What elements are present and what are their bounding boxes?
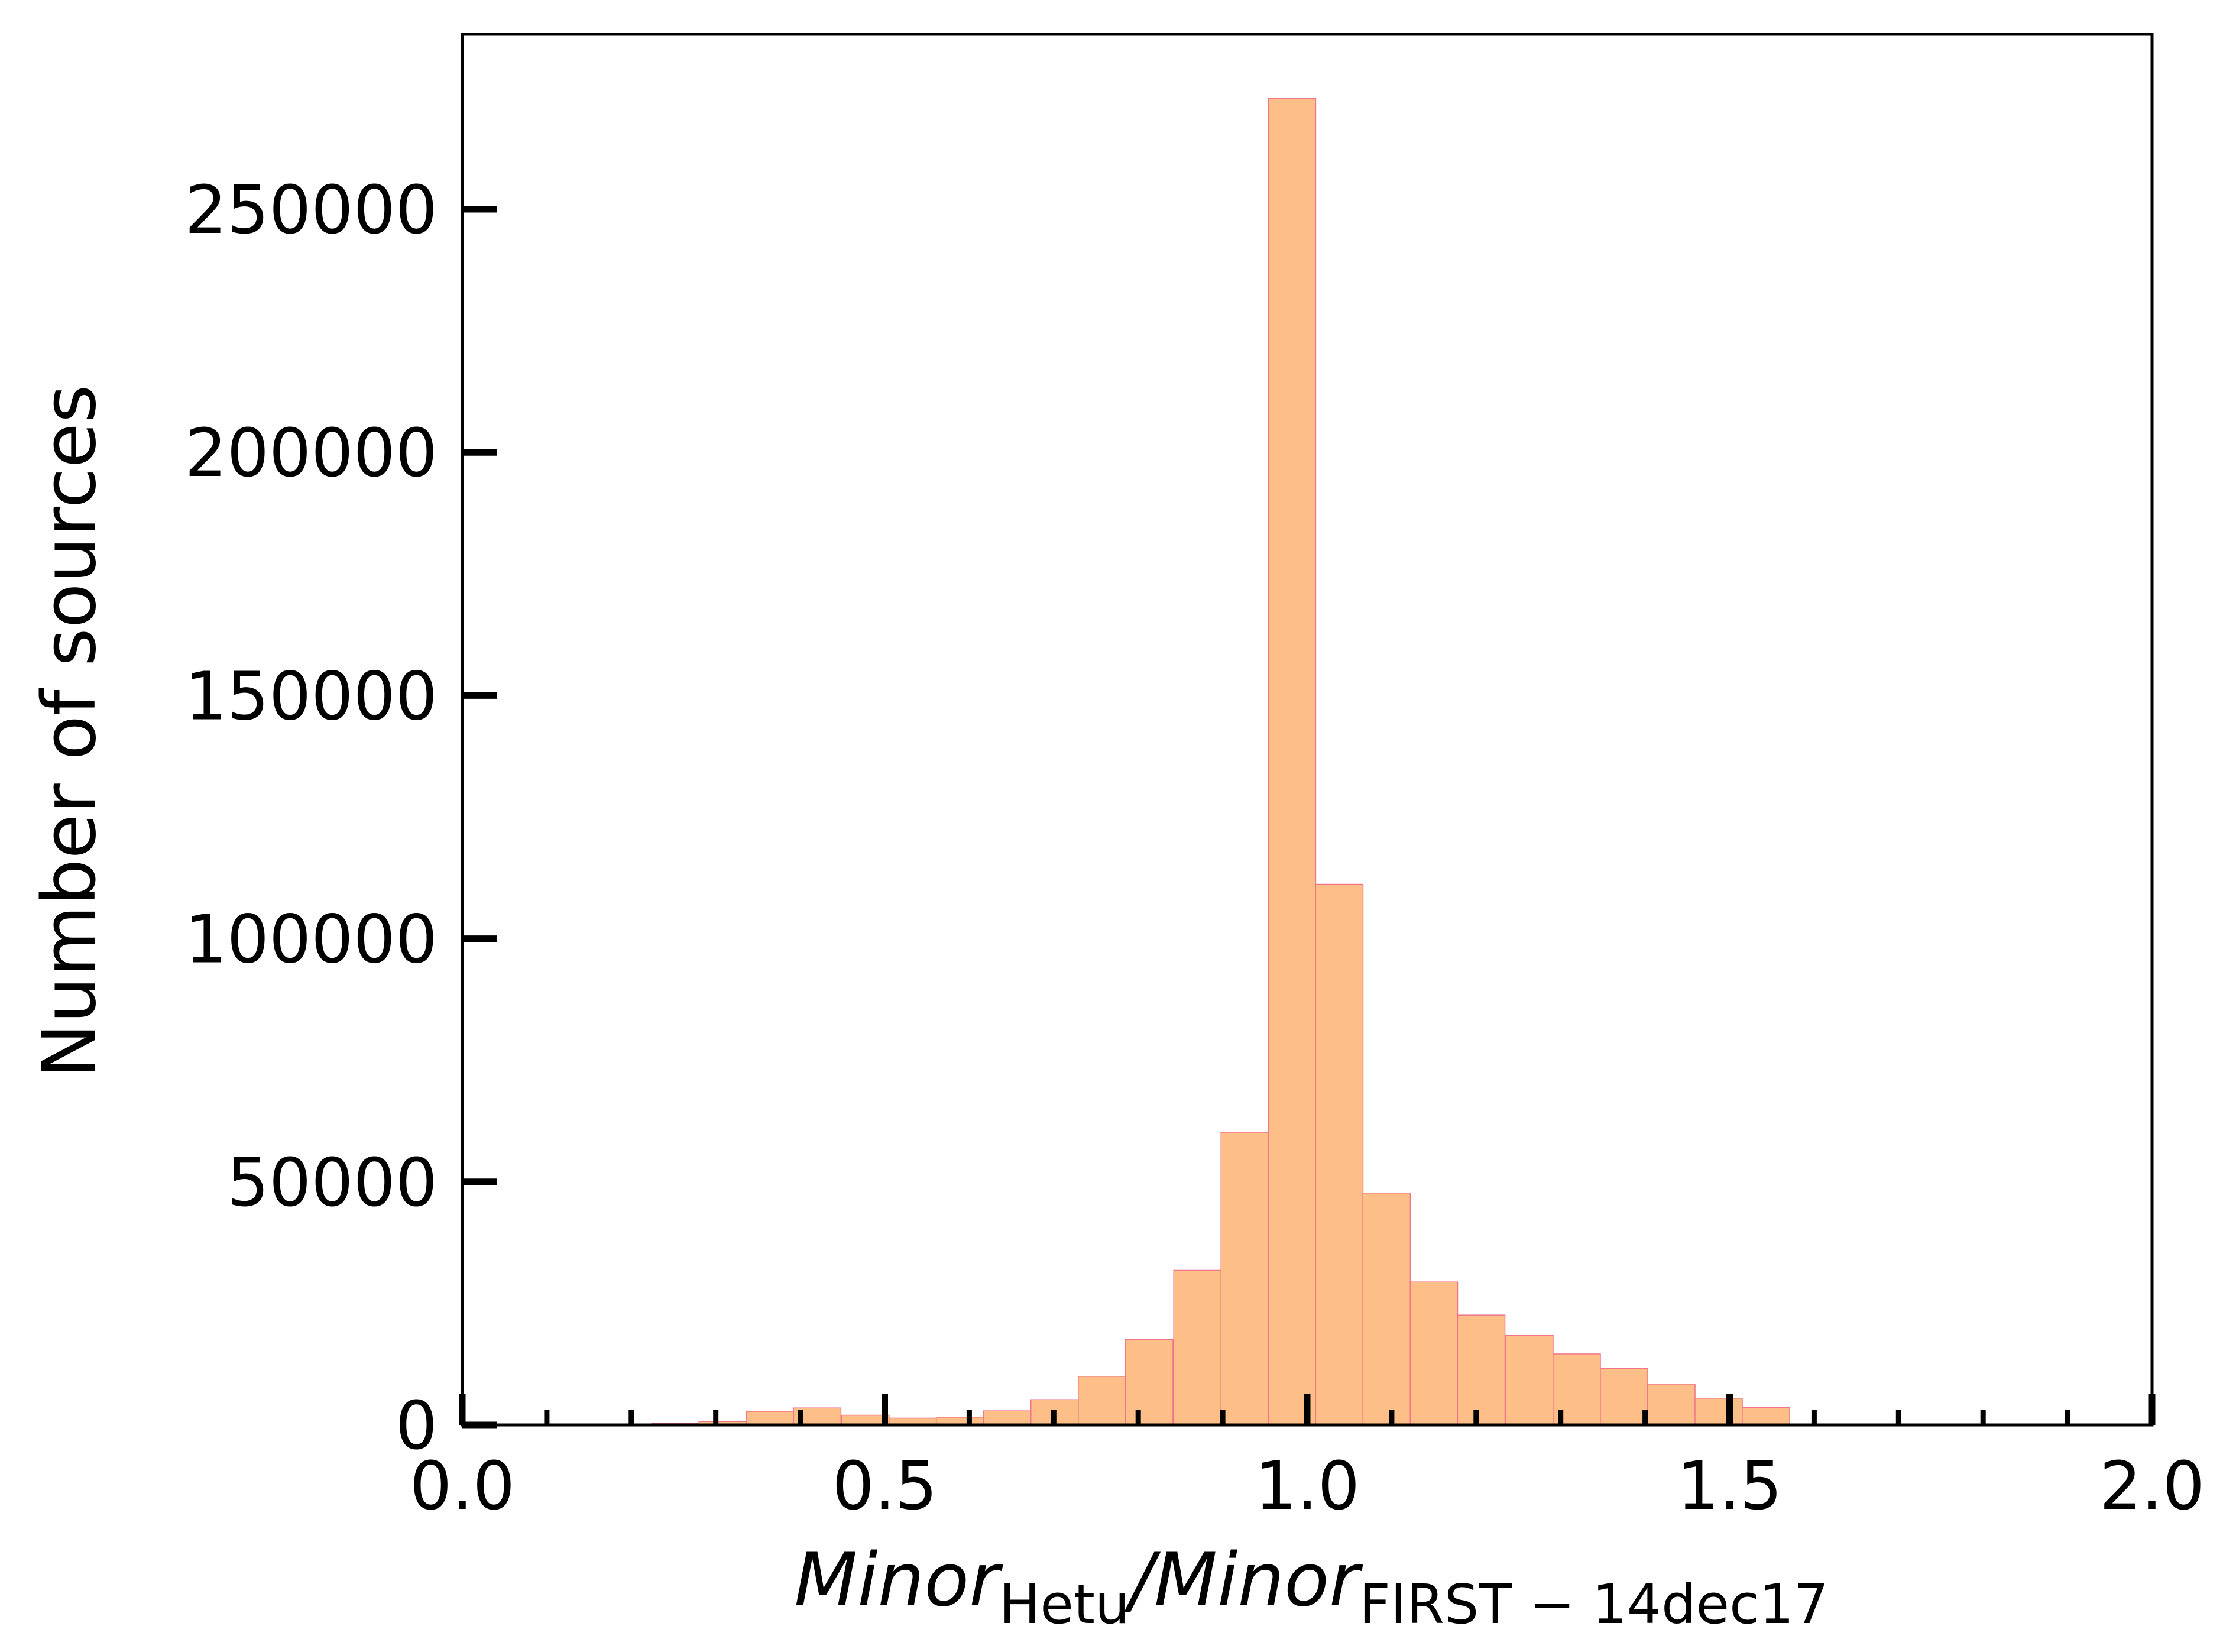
y-tick-label-2: 100000 — [184, 902, 438, 979]
histogram-bar-20 — [1600, 1368, 1648, 1426]
x-tick-label-1: 0.5 — [832, 1448, 937, 1525]
x-tick-label-0: 0.0 — [410, 1448, 515, 1525]
plot-frame — [461, 33, 2154, 1427]
x-tick-label-3: 1.5 — [1677, 1448, 1782, 1525]
x-axis-label-minor-2: Minor — [1154, 1538, 1363, 1623]
histogram-bar-10 — [1125, 1339, 1174, 1426]
histogram-bar-17 — [1457, 1314, 1506, 1426]
histogram-bar-21 — [1647, 1384, 1696, 1426]
histogram-bar-16 — [1409, 1281, 1459, 1426]
x-tick-labels: 0.0 0.5 1.0 1.5 2.0 — [410, 1448, 2205, 1525]
y-tick-label-0: 0 — [396, 1388, 438, 1465]
histogram-bars — [651, 98, 1790, 1426]
y-axis-label: Number of sources — [27, 385, 112, 1078]
y-tick-label-3: 150000 — [184, 658, 438, 735]
x-tick-label-4: 2.0 — [2099, 1448, 2205, 1525]
x-axis-label-minor-1: Minor — [794, 1538, 1003, 1623]
histogram-bar-9 — [1077, 1376, 1126, 1426]
histogram-bar-22 — [1694, 1398, 1743, 1426]
y-tick-labels: 0 50000 100000 150000 200000 250000 — [184, 172, 438, 1465]
histogram-bar-7 — [983, 1410, 1032, 1426]
x-axis-label: MinorHetu/MinorFIRST − 14dec17 — [794, 1538, 1829, 1636]
histogram-bar-2 — [746, 1411, 795, 1426]
histogram-bar-18 — [1505, 1334, 1554, 1426]
histogram-bar-11 — [1173, 1269, 1222, 1426]
histogram-bar-23 — [1742, 1407, 1790, 1426]
histogram-bar-13 — [1268, 98, 1317, 1426]
x-minor-ticks — [544, 1410, 2070, 1425]
histogram-bar-12 — [1220, 1132, 1269, 1426]
x-axis-label-sub-hetu: Hetu — [999, 1573, 1129, 1636]
y-tick-label-1: 50000 — [227, 1145, 438, 1222]
histogram-bar-15 — [1362, 1192, 1411, 1426]
x-tick-label-2: 1.0 — [1255, 1448, 1360, 1525]
y-tick-label-4: 200000 — [184, 415, 438, 492]
x-axis-label-sub-first: FIRST − 14dec17 — [1359, 1573, 1829, 1636]
histogram-bar-14 — [1315, 883, 1364, 1426]
y-tick-label-5: 250000 — [184, 172, 438, 249]
